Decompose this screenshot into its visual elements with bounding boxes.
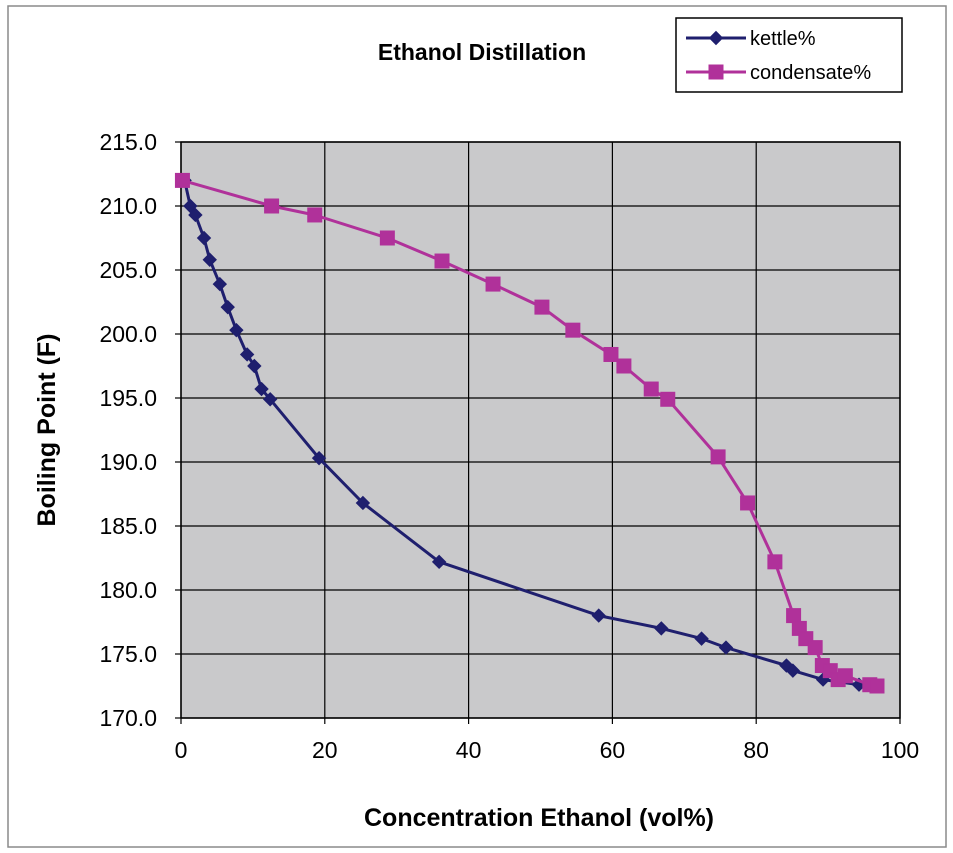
data-point	[196, 230, 212, 246]
data-point	[188, 207, 203, 223]
data-point	[254, 381, 269, 397]
y-tick-label: 180.0	[99, 577, 157, 603]
data-point	[694, 631, 709, 646]
x-tick-label: 80	[743, 737, 769, 763]
legend-box	[675, 17, 903, 93]
data-point	[262, 392, 278, 407]
data-point	[431, 554, 447, 570]
y-tick-label: 185.0	[99, 513, 157, 539]
data-point	[565, 322, 581, 338]
legend-marker	[708, 30, 724, 46]
series-condensate	[174, 172, 885, 694]
x-tick-label: 0	[175, 737, 188, 763]
x-tick-label: 60	[600, 737, 626, 763]
series-layer	[174, 172, 885, 694]
y-tick-label: 175.0	[99, 641, 157, 667]
y-axis-ticks: 170.0 175.0 180.0 185.0 190.0 195.0 200.0 205.0…	[99, 129, 181, 731]
data-point	[718, 640, 734, 655]
data-point	[710, 449, 726, 465]
legend-label: kettle%	[750, 28, 816, 50]
data-point	[174, 172, 190, 188]
gridlines	[180, 141, 901, 719]
data-point	[837, 668, 853, 684]
data-point	[307, 207, 323, 223]
data-point	[660, 391, 676, 407]
data-point	[183, 198, 198, 214]
data-point	[264, 198, 280, 214]
data-point	[355, 495, 371, 511]
y-tick-label: 200.0	[99, 321, 157, 347]
y-tick-label: 210.0	[99, 193, 157, 219]
x-axis-label: Concentration Ethanol (vol%)	[364, 804, 714, 832]
data-point	[786, 608, 802, 624]
series-kettle	[177, 173, 880, 694]
x-tick-label: 40	[456, 737, 482, 763]
data-point	[239, 347, 255, 362]
data-point	[212, 276, 228, 292]
y-axis-label: Boiling Point (F)	[33, 333, 61, 526]
data-point	[616, 358, 632, 374]
data-point	[202, 252, 217, 267]
data-point	[767, 554, 783, 570]
data-point	[379, 230, 395, 246]
legend-label: condensate%	[750, 62, 871, 84]
data-point	[785, 663, 801, 678]
data-point	[247, 358, 262, 374]
x-tick-label: 20	[312, 737, 338, 763]
data-point	[485, 276, 501, 292]
legend-marker	[708, 64, 724, 80]
y-tick-label: 190.0	[99, 449, 157, 475]
data-point	[807, 640, 823, 656]
chart-title: Ethanol Distillation	[378, 39, 586, 65]
data-point	[740, 495, 756, 511]
legend-entry: condensate%	[686, 62, 871, 84]
data-point	[591, 608, 606, 623]
data-point	[643, 381, 659, 397]
y-tick-label: 195.0	[99, 385, 157, 411]
y-tick-label: 205.0	[99, 257, 157, 283]
data-point	[869, 678, 885, 694]
data-point	[229, 322, 244, 338]
data-point	[434, 253, 450, 269]
data-point	[220, 299, 235, 315]
y-tick-label: 170.0	[99, 705, 157, 731]
data-point	[311, 450, 327, 466]
data-point	[654, 621, 669, 636]
y-tick-label: 215.0	[99, 129, 157, 155]
data-point	[534, 299, 550, 315]
plot-area	[180, 141, 901, 719]
x-axis-ticks: 0 20 40 60 80 100	[175, 718, 919, 763]
x-tick-label: 100	[881, 737, 919, 763]
legend: kettle% condensate%	[675, 17, 903, 93]
legend-entry: kettle%	[686, 28, 816, 50]
data-point	[603, 346, 619, 362]
